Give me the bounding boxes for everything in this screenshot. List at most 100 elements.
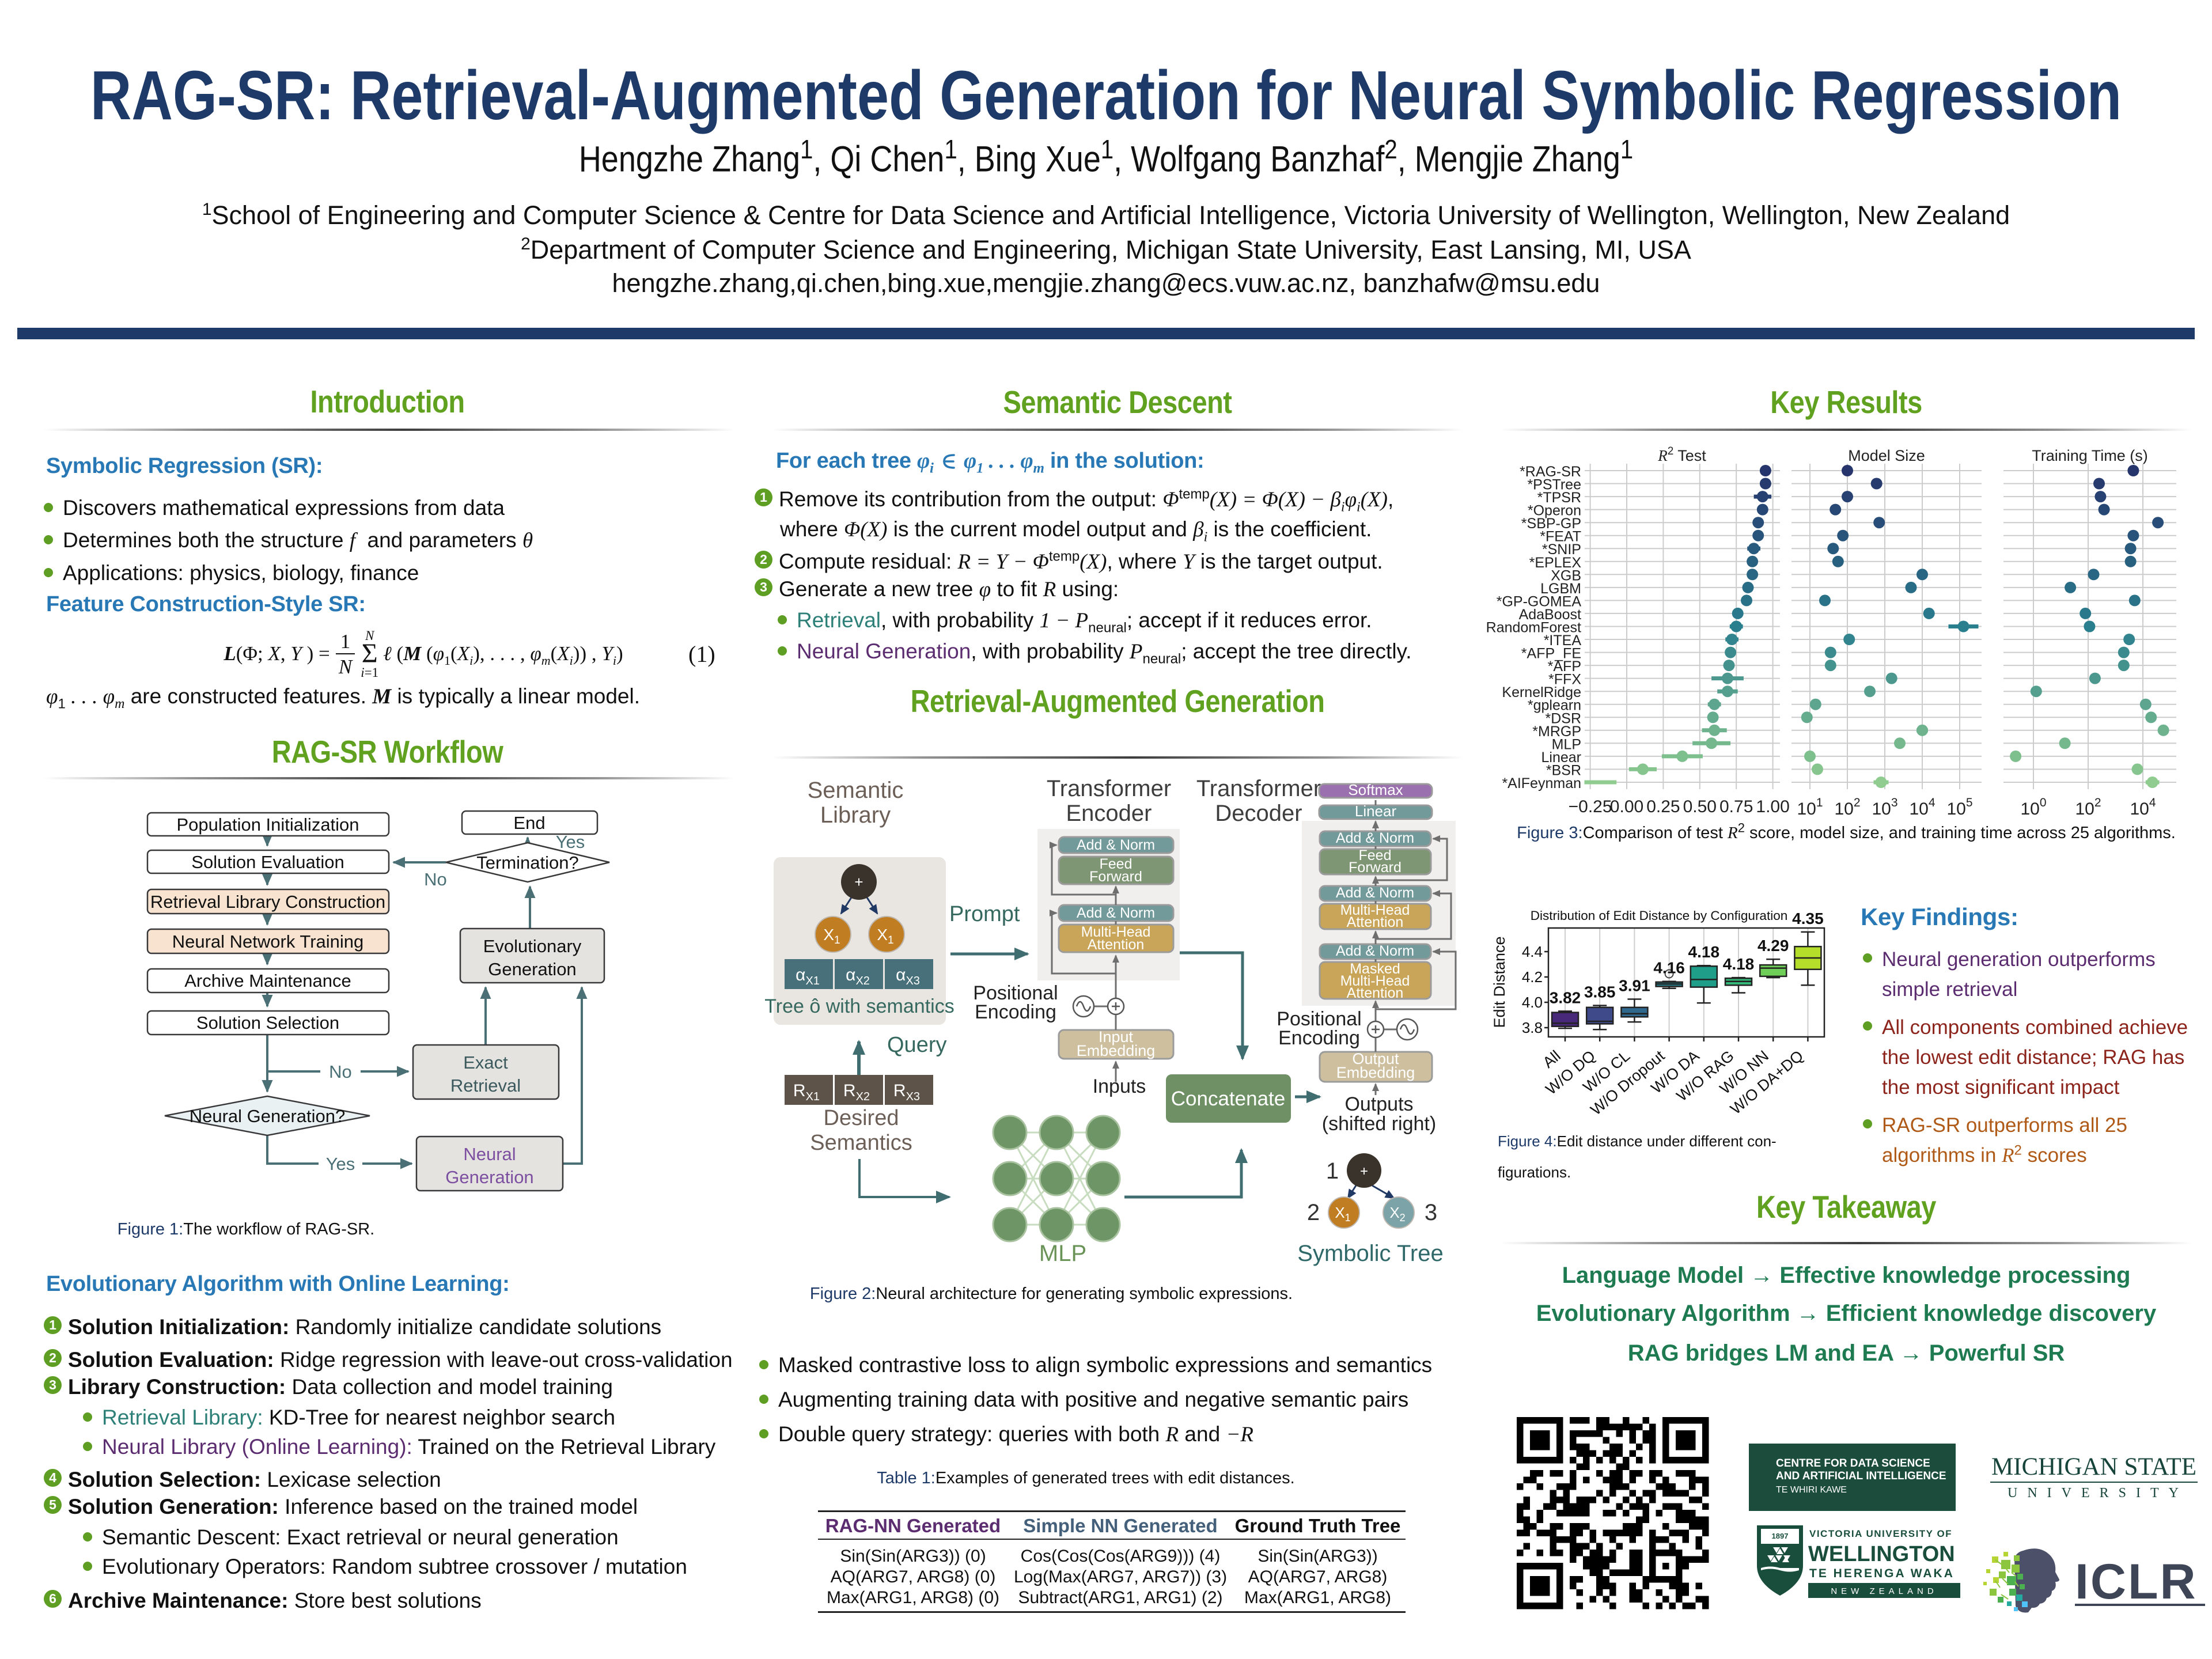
svg-text:(shifted right): (shifted right): [1322, 1113, 1436, 1135]
svg-text:4.2: 4.2: [1522, 968, 1543, 986]
svg-text:*AFP_FE: *AFP_FE: [1521, 646, 1581, 662]
svg-text:No: No: [424, 869, 447, 889]
svg-text:*DSR: *DSR: [1545, 710, 1581, 726]
svg-text:Termination?: Termination?: [476, 853, 578, 873]
svg-text:4.4: 4.4: [1522, 943, 1543, 960]
svg-text:Masked: Masked: [1350, 961, 1400, 977]
svg-text:Yes: Yes: [556, 832, 585, 852]
svg-text:0.50: 0.50: [1683, 797, 1717, 816]
svg-text:Add & Norm: Add & Norm: [1077, 837, 1155, 853]
svg-text:NEW ZEALAND: NEW ZEALAND: [1831, 1586, 1937, 1596]
svg-text:+: +: [1360, 1164, 1368, 1179]
svg-text:1: 1: [1326, 1158, 1339, 1184]
svg-text:Multi-Head: Multi-Head: [1340, 902, 1410, 918]
svg-text:102: 102: [1834, 796, 1860, 818]
svg-text:104: 104: [2130, 796, 2156, 818]
svg-text:−0.25: −0.25: [1569, 797, 1612, 816]
svg-text:3.91: 3.91: [1619, 977, 1650, 995]
svg-text:Add & Norm: Add & Norm: [1077, 905, 1155, 921]
svg-text:3.82: 3.82: [1550, 988, 1581, 1006]
svg-text:Forward: Forward: [1349, 859, 1402, 876]
svg-text:Positional: Positional: [973, 982, 1058, 1004]
svg-text:Add & Norm: Add & Norm: [1336, 943, 1414, 959]
svg-text:Exact: Exact: [463, 1052, 508, 1073]
svg-text:TE HERENGA WAKA: TE HERENGA WAKA: [1809, 1567, 1955, 1580]
svg-text:Transformer: Transformer: [1196, 776, 1321, 801]
svg-text:Generation: Generation: [445, 1167, 533, 1187]
svg-text:104: 104: [1909, 796, 1935, 818]
svg-text:Desired: Desired: [824, 1106, 899, 1130]
svg-text:Model Size: Model Size: [1848, 447, 1925, 464]
svg-text:Linear: Linear: [1541, 749, 1582, 766]
svg-text:0.75: 0.75: [1719, 797, 1753, 816]
svg-text:Positional: Positional: [1277, 1008, 1361, 1030]
svg-text:*SBP-GP: *SBP-GP: [1521, 516, 1581, 532]
svg-text:3: 3: [1425, 1200, 1437, 1225]
svg-text:Solution Evaluation: Solution Evaluation: [191, 852, 344, 872]
svg-text:All: All: [1540, 1047, 1564, 1071]
svg-text:3.8: 3.8: [1522, 1019, 1543, 1036]
svg-text:*GP-GOMEA: *GP-GOMEA: [1497, 593, 1582, 609]
svg-text:Attention: Attention: [1347, 985, 1404, 1001]
svg-text:Symbolic Tree: Symbolic Tree: [1297, 1241, 1443, 1266]
svg-text:105: 105: [1946, 796, 1972, 818]
svg-text:Input: Input: [1099, 1028, 1134, 1046]
svg-text:MLP: MLP: [1039, 1241, 1086, 1266]
svg-text:Encoder: Encoder: [1066, 801, 1152, 826]
svg-text:+: +: [854, 873, 863, 891]
svg-text:Embedding: Embedding: [1077, 1042, 1156, 1059]
svg-text:4.18: 4.18: [1723, 955, 1755, 973]
svg-text:*SNIP: *SNIP: [1542, 541, 1581, 558]
svg-text:Semantics: Semantics: [810, 1131, 912, 1155]
svg-text:Semantic: Semantic: [808, 778, 904, 803]
svg-text:ICLR: ICLR: [2075, 1554, 2198, 1609]
svg-text:1.00: 1.00: [1756, 797, 1789, 816]
svg-text:Multi-Head: Multi-Head: [1081, 924, 1151, 940]
svg-text:Add & Norm: Add & Norm: [1336, 885, 1414, 901]
svg-text:Encoding: Encoding: [1278, 1027, 1360, 1049]
svg-text:4.18: 4.18: [1688, 943, 1720, 961]
svg-text:Multi-Head: Multi-Head: [1340, 973, 1410, 989]
svg-text:KernelRidge: KernelRidge: [1502, 684, 1581, 700]
svg-text:Solution Selection: Solution Selection: [196, 1013, 339, 1033]
svg-text:*RAG-SR: *RAG-SR: [1520, 464, 1581, 480]
svg-text:101: 101: [1797, 796, 1823, 818]
svg-text:MLP: MLP: [1552, 736, 1581, 752]
svg-text:Neural: Neural: [463, 1144, 516, 1164]
svg-text:2: 2: [1307, 1200, 1320, 1225]
svg-text:Output: Output: [1352, 1050, 1399, 1067]
svg-text:100: 100: [2020, 796, 2046, 818]
svg-text:Training Time (s): Training Time (s): [2032, 447, 2148, 464]
svg-text:Decoder: Decoder: [1215, 801, 1302, 826]
svg-text:Encoding: Encoding: [975, 1001, 1056, 1023]
svg-text:RandomForest: RandomForest: [1486, 620, 1581, 636]
svg-text:Retrieval Library Construction: Retrieval Library Construction: [150, 892, 385, 912]
svg-text:Transformer: Transformer: [1047, 776, 1171, 801]
svg-text:Neural Network Training: Neural Network Training: [172, 931, 364, 952]
svg-text:*AFP: *AFP: [1548, 658, 1581, 675]
svg-text:Library: Library: [820, 802, 891, 828]
svg-text:Neural Generation?: Neural Generation?: [190, 1106, 346, 1126]
svg-text:Evolutionary: Evolutionary: [483, 936, 582, 956]
svg-text:Feed: Feed: [1100, 856, 1132, 872]
svg-text:R2 Test: R2 Test: [1657, 445, 1706, 464]
svg-text:Embedding: Embedding: [1336, 1064, 1415, 1081]
svg-text:*gplearn: *gplearn: [1528, 698, 1581, 714]
svg-text:Attention: Attention: [1088, 937, 1145, 953]
svg-text:VICTORIA UNIVERSITY OF: VICTORIA UNIVERSITY OF: [1809, 1528, 1952, 1539]
svg-text:Edit Distance: Edit Distance: [1491, 936, 1508, 1028]
svg-text:3.85: 3.85: [1584, 983, 1616, 1001]
svg-text:Inputs: Inputs: [1093, 1075, 1146, 1097]
svg-text:Query: Query: [887, 1033, 946, 1057]
svg-text:Outputs: Outputs: [1344, 1093, 1413, 1115]
svg-text:0.25: 0.25: [1646, 797, 1680, 816]
svg-text:*TPSR: *TPSR: [1537, 490, 1581, 506]
svg-text:*ITEA: *ITEA: [1544, 632, 1582, 649]
svg-text:*FFX: *FFX: [1548, 672, 1581, 688]
svg-text:AdaBoost: AdaBoost: [1519, 607, 1581, 623]
svg-text:Generation: Generation: [488, 959, 576, 979]
svg-text:WELLINGTON: WELLINGTON: [1808, 1542, 1955, 1566]
svg-text:Yes: Yes: [326, 1154, 355, 1174]
svg-text:Forward: Forward: [1089, 869, 1142, 885]
svg-text:4.16: 4.16: [1653, 959, 1685, 977]
